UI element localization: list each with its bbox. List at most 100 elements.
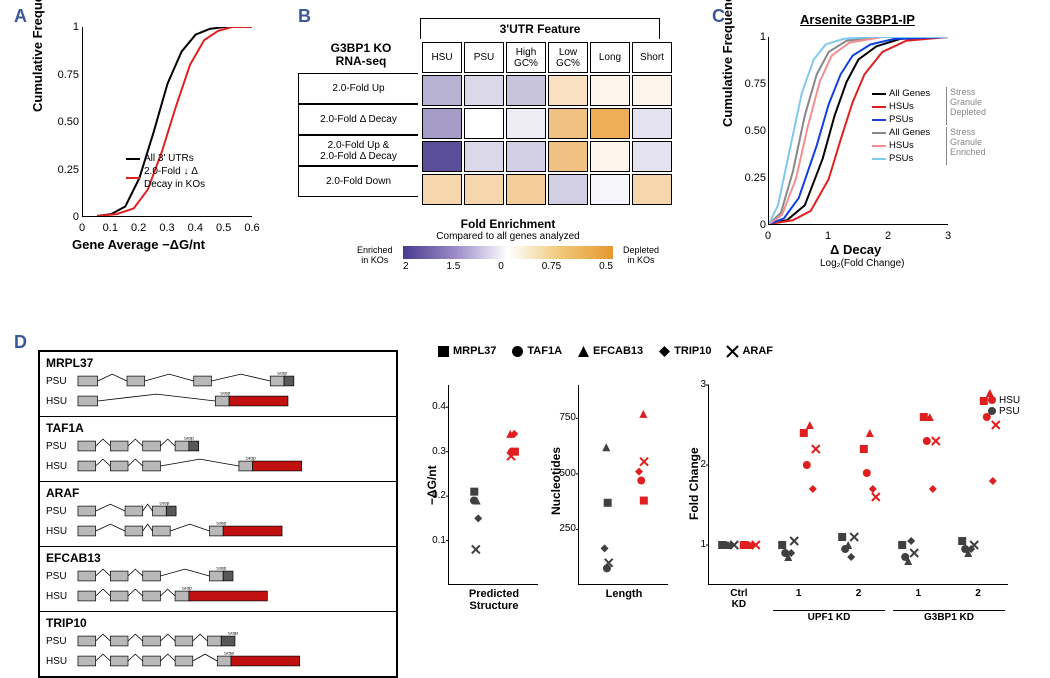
- col-header: Long: [590, 42, 630, 73]
- svg-text:Stop: Stop: [159, 502, 169, 507]
- scale-right: Depletedin KOs: [623, 245, 659, 265]
- legend-item: All Genes: [872, 126, 930, 139]
- ytick: 0.50: [57, 116, 79, 128]
- sp3-conditions: CtrlKD1212 UPF1 KD G3BP1 KD: [709, 588, 1008, 628]
- condition-label: CtrlKD: [709, 588, 769, 610]
- scatter-structure: −ΔG/nt PredictedStructure 0.10.20.30.4: [448, 385, 538, 585]
- svg-text:Stop: Stop: [216, 567, 226, 572]
- hsu-isoform: HSUStop: [46, 587, 390, 605]
- gene-row: MRPL37 PSUStop HSUStop: [40, 352, 396, 417]
- hsu-isoform: HSUStop: [46, 652, 390, 670]
- panel-c-xlabel: Δ Decay: [830, 242, 881, 257]
- heatmap-cell: [464, 174, 504, 205]
- ytick: 0.25: [744, 172, 766, 184]
- isoform-svg: Stop: [76, 652, 390, 670]
- isoform-svg: Stop: [76, 502, 390, 520]
- gene-diagrams: MRPL37 PSUStop HSUStop TAF1A PSUStop HSU…: [38, 350, 398, 678]
- scale-tick: 1.5: [446, 261, 460, 272]
- ytick: 0.1: [432, 535, 446, 546]
- heatmap-cell: [422, 108, 462, 139]
- panel-b-superheader: 3'UTR Feature: [420, 18, 660, 39]
- col-header: HSU: [422, 42, 462, 73]
- panel-b-heatmap: HSUPSUHighGC%LowGC%LongShort: [420, 40, 674, 207]
- col-header: LowGC%: [548, 42, 588, 73]
- heatmap-cell: [464, 141, 504, 172]
- group-label: UPF1 KD: [773, 612, 885, 623]
- scale-tick: 2: [403, 261, 409, 272]
- row-label: 2.0-Fold Up: [298, 73, 418, 104]
- panel-b-rowlabels: 2.0-Fold Up2.0-Fold Δ Decay2.0-Fold Up &…: [298, 73, 418, 197]
- scale-bar: Enrichedin KOs Depletedin KOs: [403, 246, 613, 259]
- condition-label: 1: [769, 588, 829, 610]
- panel-c-xsublabel: Log₂(Fold Change): [820, 258, 905, 269]
- heatmap-cell: [548, 75, 588, 106]
- heatmap-cell: [506, 75, 546, 106]
- marker-legend-item: TRIP10: [659, 345, 711, 357]
- ytick: 0.3: [432, 446, 446, 457]
- panel-a: Cumulative Frequency Gene Average −ΔG/nt…: [28, 12, 268, 272]
- xtick: 3: [941, 230, 955, 242]
- panel-c-title: Arsenite G3BP1-IP: [800, 12, 915, 27]
- scale-tick: 0: [498, 261, 504, 272]
- isoform-svg: Stop: [76, 522, 390, 540]
- sp3-ylabel: Fold Change: [687, 447, 701, 520]
- condition-label: 1: [888, 588, 948, 610]
- svg-text:Stop: Stop: [277, 372, 287, 377]
- gene-name: EFCAB13: [46, 551, 390, 565]
- heatmap-cell: [506, 174, 546, 205]
- xtick: 0: [70, 222, 94, 234]
- ytick: 0.75: [744, 78, 766, 90]
- gene-row: EFCAB13 PSUStop HSUStop: [40, 547, 396, 612]
- psu-isoform: PSUStop: [46, 567, 390, 585]
- xtick: 0.2: [127, 222, 151, 234]
- xtick: 0.5: [212, 222, 236, 234]
- legend-item: 2.0-Fold ↓ Δ Decay in KOs: [126, 165, 205, 191]
- sp2-xlabel: Length: [579, 588, 669, 600]
- marker-legend-item: MRPL37: [438, 345, 496, 357]
- isoform-svg: Stop: [76, 437, 390, 455]
- ytick: 0.75: [57, 69, 79, 81]
- ytick: 0.50: [744, 125, 766, 137]
- group-label: G3BP1 KD: [893, 612, 1005, 623]
- legend-group-dep: StressGranuleDepleted: [946, 87, 986, 125]
- condition-label: 2: [829, 588, 889, 610]
- psu-isoform: PSUStop: [46, 632, 390, 650]
- ytick: 1: [700, 539, 706, 550]
- sp3-legend: HSUPSU: [988, 395, 1020, 417]
- ytick: 250: [559, 523, 576, 534]
- panel-a-ylabel: Cumulative Frequency: [30, 0, 45, 112]
- heatmap-cell: [632, 174, 672, 205]
- panel-a-legend: All 3' UTRs2.0-Fold ↓ Δ Decay in KOs: [126, 152, 205, 191]
- panel-b-scale: Fold Enrichment Compared to all genes an…: [378, 217, 638, 272]
- row-label: 2.0-Fold Down: [298, 166, 418, 197]
- heatmap-cell: [422, 75, 462, 106]
- heatmap-cell: [590, 141, 630, 172]
- xtick: 1: [821, 230, 835, 242]
- ytick: 1: [57, 21, 79, 33]
- panel-d-label: D: [14, 332, 27, 353]
- scatter-foldchange: Fold Change CtrlKD1212 UPF1 KD G3BP1 KD …: [708, 385, 1008, 585]
- psu-isoform: PSUStop: [46, 372, 390, 390]
- gene-name: TRIP10: [46, 616, 390, 630]
- hsu-isoform: HSUStop: [46, 392, 390, 410]
- legend-item: PSUs: [872, 113, 930, 126]
- heatmap-cell: [422, 174, 462, 205]
- scale-tick: 0.75: [542, 261, 561, 272]
- heatmap-cell: [422, 141, 462, 172]
- marker-legend-item: EFCAB13: [578, 345, 643, 357]
- heatmap-cell: [632, 108, 672, 139]
- sp3-legend-item: HSU: [988, 395, 1020, 406]
- scale-tick: 0.5: [599, 261, 613, 272]
- svg-text:Stop: Stop: [220, 392, 230, 397]
- isoform-svg: Stop: [76, 392, 390, 410]
- scale-left: Enrichedin KOs: [357, 245, 393, 265]
- ytick: 750: [559, 412, 576, 423]
- heatmap-cell: [464, 108, 504, 139]
- gene-row: ARAF PSUStop HSUStop: [40, 482, 396, 547]
- ytick: 500: [559, 468, 576, 479]
- svg-text:Stop: Stop: [224, 652, 234, 657]
- heatmap-cell: [590, 174, 630, 205]
- heatmap-cell: [464, 75, 504, 106]
- xtick: 2: [881, 230, 895, 242]
- xtick: 0.4: [183, 222, 207, 234]
